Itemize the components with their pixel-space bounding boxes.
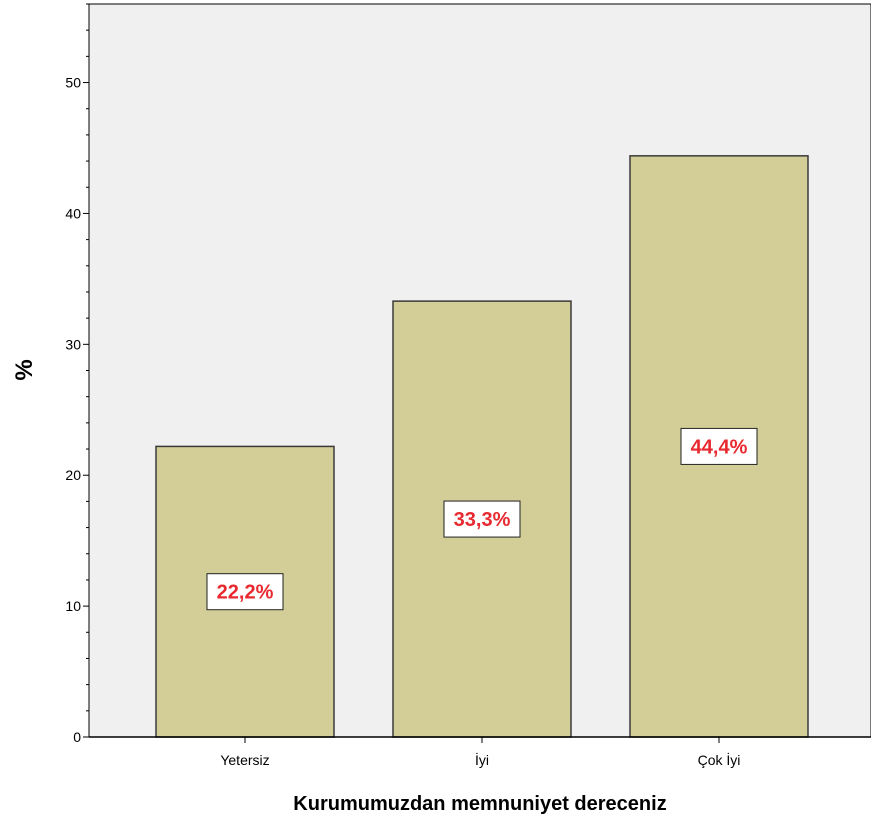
data-label-box — [680, 427, 758, 465]
x-tick-label: Yetersiz — [220, 752, 269, 768]
data-label: 22,2% — [217, 582, 274, 604]
y-tick-label: 20 — [65, 467, 81, 483]
y-tick-label: 0 — [73, 729, 81, 745]
x-tick-label: İyi — [475, 751, 489, 768]
y-tick-label: 50 — [65, 75, 81, 91]
y-axis: 0 10 20 30 40 50 — [65, 3, 90, 745]
y-tick-label: 40 — [65, 205, 81, 221]
x-axis: Yetersiz İyi Çok İyi — [89, 736, 871, 768]
data-label-box — [443, 500, 521, 538]
y-axis-title: % — [11, 359, 38, 380]
data-label: 33,3% — [454, 509, 511, 531]
data-label-box — [206, 573, 284, 611]
x-tick-label: Çok İyi — [698, 751, 741, 768]
y-tick-label: 30 — [65, 336, 81, 352]
bars-group: 22,2% 33,3% 44,4% — [155, 155, 809, 738]
data-label: 44,4% — [691, 436, 748, 458]
y-tick-label: 10 — [65, 598, 81, 614]
x-axis-title: Kurumumuzdan memnuniyet dereceniz — [293, 793, 666, 815]
